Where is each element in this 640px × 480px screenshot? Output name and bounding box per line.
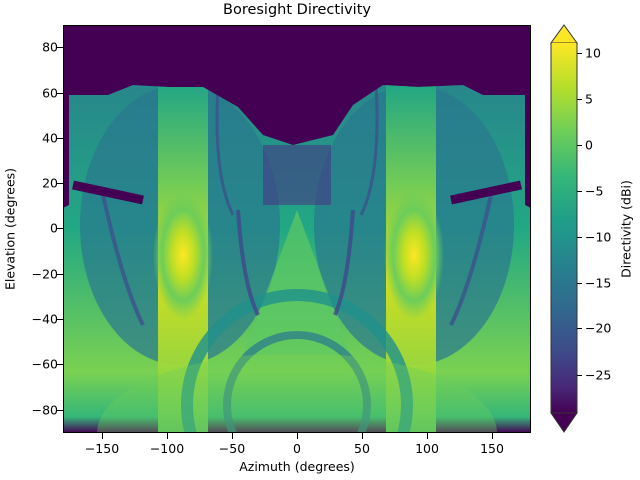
y-tick-label: −60 [31, 356, 58, 372]
colorbar-tick [577, 237, 582, 238]
colorbar-tick-label: 5 [585, 91, 593, 107]
y-tick-label: 60 [42, 85, 58, 101]
heatmap-plot-area [63, 25, 531, 433]
x-tick [492, 433, 493, 439]
colorbar-tick [577, 145, 582, 146]
y-tick [56, 47, 63, 48]
y-tick [56, 410, 63, 411]
colorbar-title: Directivity (dBi) [618, 180, 634, 278]
colorbar-tick-label: 10 [585, 45, 601, 61]
colorbar-tick-label: −15 [585, 275, 612, 291]
y-tick-label: −20 [31, 266, 58, 282]
x-tick-label: 150 [480, 441, 504, 456]
x-axis-title: Azimuth (degrees) [239, 459, 355, 474]
colorbar-tick-label: 0 [585, 137, 593, 153]
colorbar-tick-label: −10 [585, 229, 612, 245]
colorbar-tick-label: −20 [585, 320, 612, 336]
y-tick-label: 40 [42, 130, 58, 146]
x-tick [102, 433, 103, 439]
colorbar-tick [577, 328, 582, 329]
y-tick-label: 0 [50, 220, 58, 236]
heatmap-image [63, 25, 531, 433]
colorbar-tick [577, 191, 582, 192]
y-tick [56, 93, 63, 94]
y-tick [56, 138, 63, 139]
x-tick [232, 433, 233, 439]
y-tick-label: −40 [31, 311, 58, 327]
colorbar [550, 24, 578, 433]
y-tick [56, 319, 63, 320]
x-tick [362, 433, 363, 439]
x-tick-label: 100 [415, 441, 439, 456]
x-tick [167, 433, 168, 439]
x-tick-label: 0 [293, 441, 301, 456]
x-tick [427, 433, 428, 439]
x-tick-label: −50 [218, 441, 246, 456]
colorbar-tick [577, 53, 582, 54]
x-tick-label: 50 [354, 441, 370, 456]
x-tick [297, 433, 298, 439]
y-tick [56, 274, 63, 275]
y-tick [56, 364, 63, 365]
y-tick [56, 228, 63, 229]
x-tick-label: −100 [149, 441, 185, 456]
colorbar-tick [577, 99, 582, 100]
colorbar-tick-label: −25 [585, 367, 612, 383]
y-tick [56, 183, 63, 184]
y-tick-label: 20 [42, 175, 58, 191]
y-tick-label: −80 [31, 402, 58, 418]
x-tick-label: −150 [84, 441, 120, 456]
colorbar-tick [577, 375, 582, 376]
colorbar-tick [577, 283, 582, 284]
colorbar-tick-label: −5 [585, 183, 604, 199]
y-tick-label: 80 [42, 39, 58, 55]
chart-title: Boresight Directivity [223, 2, 371, 18]
y-axis-title: Elevation (degrees) [2, 167, 18, 291]
